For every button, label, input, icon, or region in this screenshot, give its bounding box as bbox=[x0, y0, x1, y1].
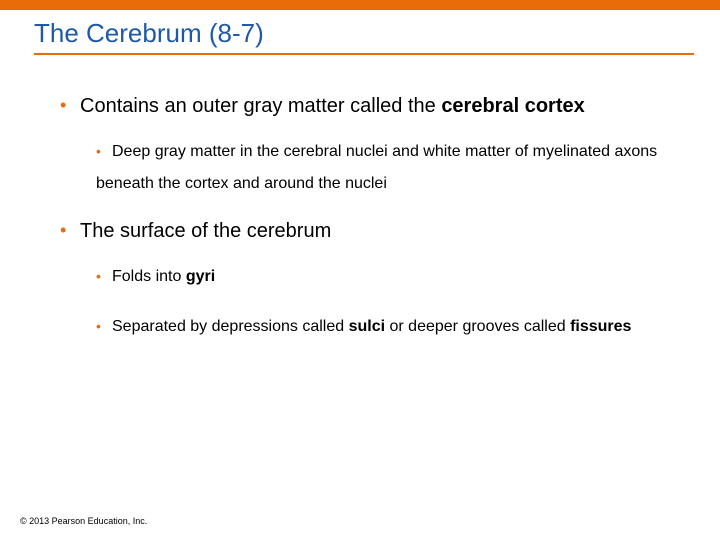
text-segment: or deeper grooves called bbox=[385, 318, 570, 335]
text-segment: Folds into bbox=[112, 268, 186, 285]
text-segment: Separated by depressions called bbox=[112, 318, 349, 335]
bullet-icon: • bbox=[60, 218, 80, 242]
bullet-lvl2: •Separated by depressions called sulci o… bbox=[96, 311, 680, 343]
bullet-lvl2: •Folds into gyri bbox=[96, 261, 680, 293]
copyright-text: © 2013 Pearson Education, Inc. bbox=[20, 516, 147, 526]
bullet-icon: • bbox=[96, 262, 112, 290]
accent-top-bar bbox=[0, 0, 720, 10]
slide-content: •Contains an outer gray matter called th… bbox=[0, 55, 720, 343]
bullet-lvl2: •Deep gray matter in the cerebral nuclei… bbox=[96, 136, 680, 200]
bullet-lvl1: •Contains an outer gray matter called th… bbox=[40, 93, 680, 120]
slide-title: The Cerebrum (8-7) bbox=[0, 10, 720, 53]
bold-term: gyri bbox=[186, 268, 215, 285]
bullet-lvl1: •The surface of the cerebrum bbox=[40, 218, 680, 245]
bullet-icon: • bbox=[60, 93, 80, 117]
bullet-text: The surface of the cerebrum bbox=[80, 220, 331, 242]
text-segment: Contains an outer gray matter called the bbox=[80, 95, 441, 117]
sub-bullet-list: •Deep gray matter in the cerebral nuclei… bbox=[40, 136, 680, 200]
bullet-icon: • bbox=[96, 137, 112, 165]
bullet-icon: • bbox=[96, 312, 112, 340]
bold-term: fissures bbox=[570, 318, 631, 335]
bold-term: sulci bbox=[349, 318, 385, 335]
bullet-text: Contains an outer gray matter called the… bbox=[80, 95, 585, 117]
bullet-text: Deep gray matter in the cerebral nuclei … bbox=[96, 143, 657, 192]
sub-bullet-list: •Folds into gyri •Separated by depressio… bbox=[40, 261, 680, 343]
bold-term: cerebral cortex bbox=[441, 95, 584, 117]
